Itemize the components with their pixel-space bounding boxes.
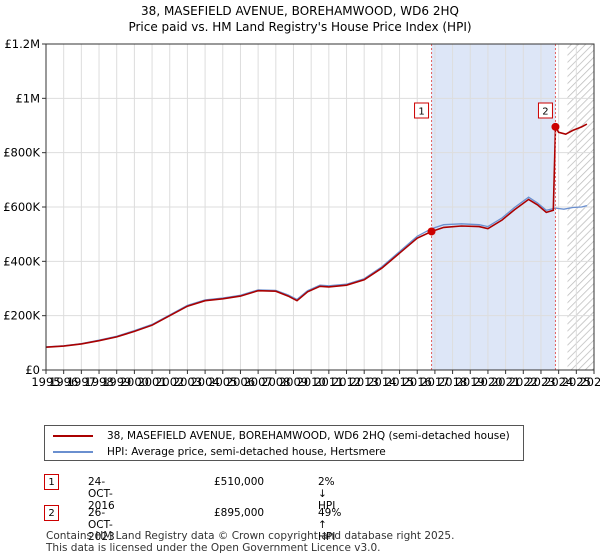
y-tick-label: £400K [3,254,40,268]
x-tick-label: 2004 [190,375,219,389]
x-tick-label: 2005 [208,375,237,389]
x-tick-label: 1996 [49,375,78,389]
x-tick-label: 2009 [279,375,308,389]
x-tick-label: 2001 [137,375,166,389]
x-tick-label: 2017 [420,375,449,389]
x-tick-label: 2002 [155,375,184,389]
sale-label-text: 2 [542,107,548,118]
x-tick-label: 2024 [544,375,573,389]
x-tick-label: 2018 [438,375,467,389]
y-tick-label: £1M [15,91,40,105]
y-tick-label: £800K [3,146,40,160]
x-tick-label: 2011 [314,375,343,389]
y-tick-label: £200K [3,309,40,323]
footer-copyright: Contains HM Land Registry data © Crown c… [46,530,455,542]
x-tick-label: 2023 [526,375,555,389]
x-tick-label: 2025 [562,375,591,389]
x-tick-label: 2013 [350,375,379,389]
chart-legend: 38, MASEFIELD AVENUE, BOREHAMWOOD, WD6 2… [44,425,524,461]
sale-hpi-change: 49% ↑ HPI [318,507,342,543]
x-tick-label: 2007 [243,375,272,389]
x-tick-label: 2003 [173,375,202,389]
x-tick-label: 1999 [102,375,131,389]
sale-price: £510,000 [214,476,265,488]
x-tick-label: 2019 [456,375,485,389]
sale-date: 26-OCT-2023 [88,507,115,543]
sale-label-box [537,102,553,119]
x-tick-label: 2014 [367,375,396,389]
legend-label-property: 38, MASEFIELD AVENUE, BOREHAMWOOD, WD6 2… [107,430,510,442]
y-tick-label: £600K [3,200,40,214]
footer-licence: This data is licensed under the Open Gov… [46,542,381,554]
sale-price: £895,000 [214,507,265,519]
x-tick-label: 2010 [297,375,326,389]
x-tick-label: 2026 [579,375,600,389]
chart-subtitle: Price paid vs. HM Land Registry's House … [128,20,472,34]
x-tick-label: 1995 [31,375,60,389]
x-tick-label: 2021 [491,375,520,389]
sale-hpi-change: 2% ↓ HPI [318,476,336,512]
x-tick-label: 2012 [332,375,361,389]
x-tick-label: 2022 [509,375,538,389]
chart-title: 38, MASEFIELD AVENUE, BOREHAMWOOD, WD6 2… [141,4,459,18]
y-tick-label: £0 [25,363,40,377]
x-tick-label: 2000 [120,375,149,389]
x-tick-label: 2008 [261,375,290,389]
legend-label-hpi: HPI: Average price, semi-detached house,… [107,446,386,458]
x-tick-label: 1997 [67,375,96,389]
sale-label-text: 1 [418,107,424,118]
x-tick-label: 2015 [385,375,414,389]
sale-point [551,122,560,131]
legend-swatch-hpi [53,451,93,453]
legend-swatch-property [53,435,93,437]
y-tick-label: £1.2M [4,37,40,51]
sale-point [427,227,436,236]
x-tick-label: 2006 [226,375,255,389]
sale-label-box [414,102,430,119]
sale-date: 24-OCT-2016 [88,476,115,512]
sale-badge: 1 [44,474,59,490]
sale-badge: 2 [44,505,59,521]
x-tick-label: 2016 [403,375,432,389]
x-tick-label: 2020 [473,375,502,389]
x-tick-label: 1998 [84,375,113,389]
series-line-property [45,123,588,348]
